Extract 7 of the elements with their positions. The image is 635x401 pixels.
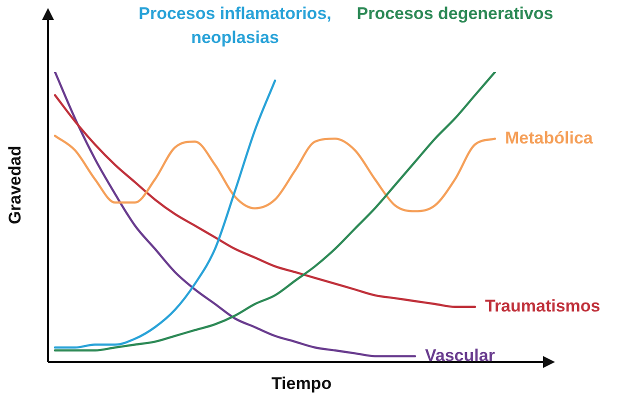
series-label: Vascular <box>425 346 496 365</box>
text: Procesos degenerativos <box>356 4 554 24</box>
text: Procesos inflamatorios, neoplasias <box>138 4 332 48</box>
y-axis-title: Gravedad <box>6 146 25 224</box>
series-label: Metabólica <box>505 128 594 148</box>
x-axis-title: Tiempo <box>271 374 332 394</box>
series-label: Traumatismos <box>485 296 600 316</box>
